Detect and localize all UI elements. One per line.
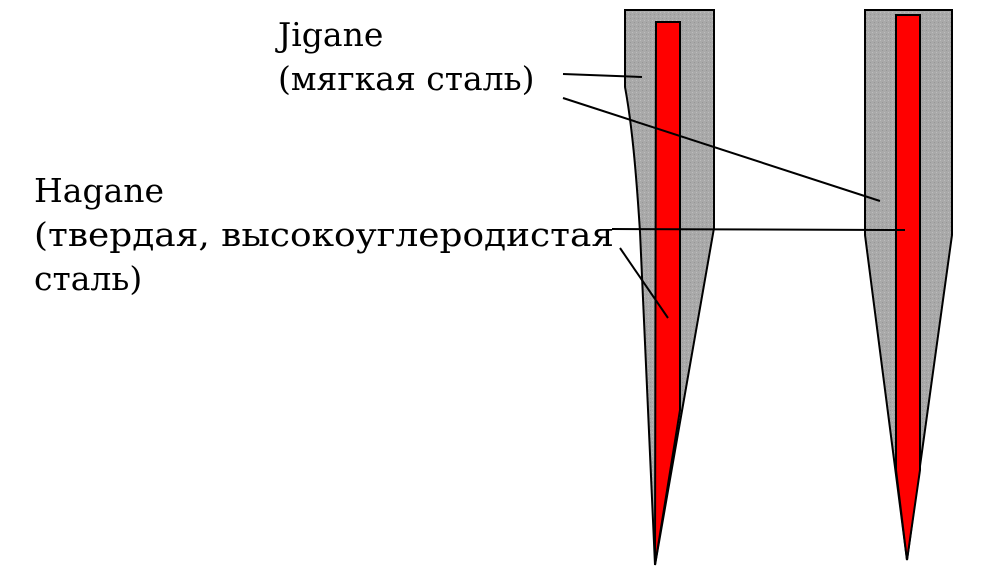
right-blade-hagane-core [895, 14, 921, 561]
jigane-leader-left [562, 73, 643, 78]
left-blade-hagane-core [654, 21, 681, 566]
hagane-leader-left [619, 247, 669, 319]
hagane-label-line2: (твердая, высокоуглеродистая [34, 215, 614, 254]
jigane-leader-right [562, 97, 881, 202]
hagane-label-line1: Hagane [34, 171, 164, 210]
jigane-label-line1: Jigane [275, 15, 383, 54]
hagane-leader-right [611, 228, 906, 231]
hagane-label-line3: сталь) [34, 259, 142, 298]
jigane-label-line2: (мягкая сталь) [278, 59, 534, 98]
